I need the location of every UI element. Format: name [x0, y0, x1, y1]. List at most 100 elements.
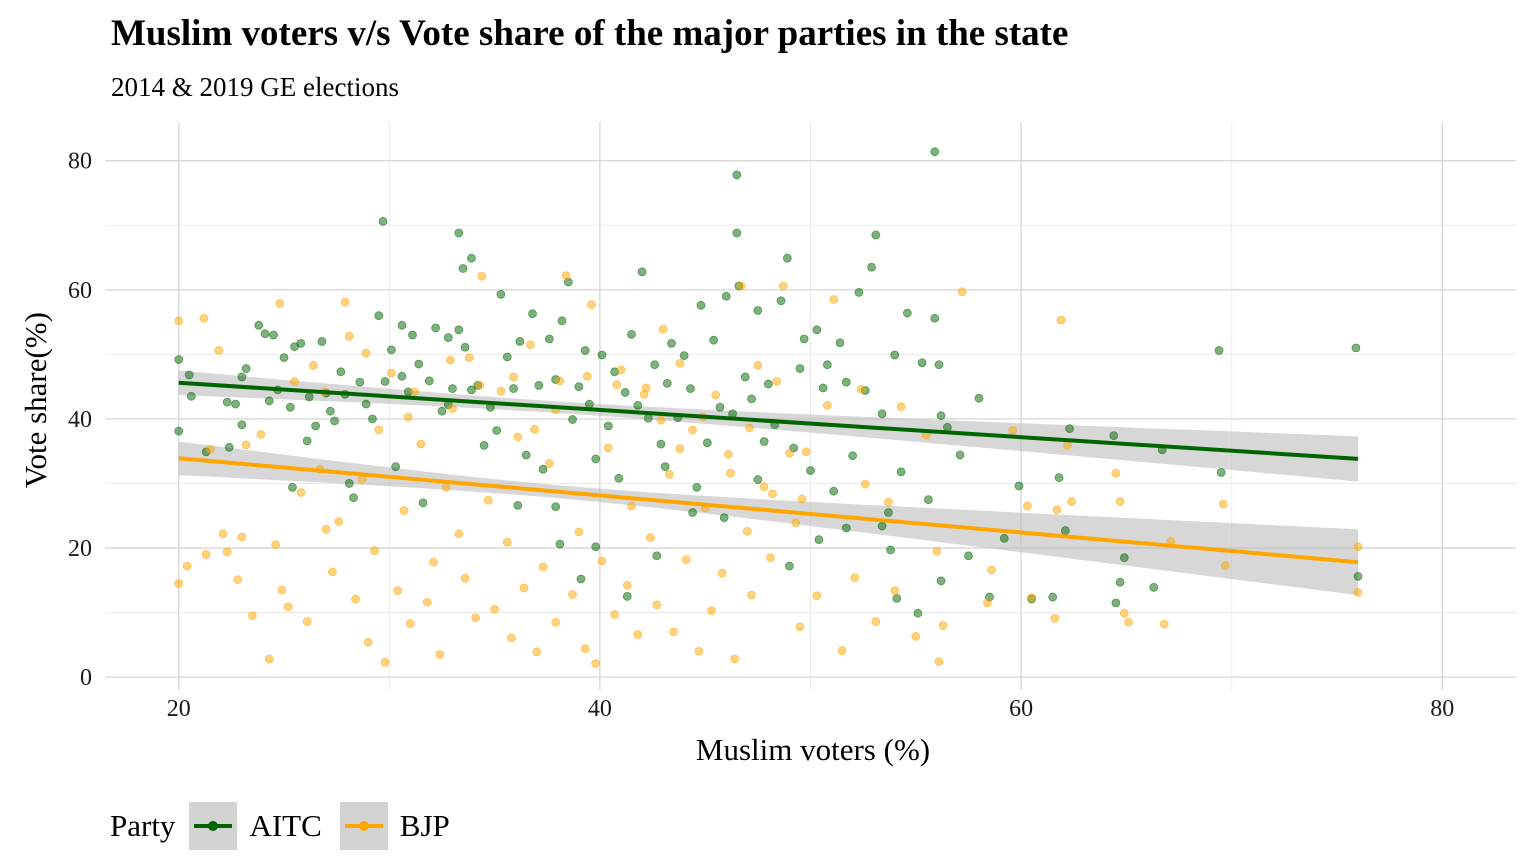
- data-point-aitc: [448, 384, 457, 393]
- data-point-bjp: [574, 527, 584, 537]
- data-point-aitc: [580, 346, 590, 355]
- data-point-aitc: [822, 360, 832, 370]
- data-point-aitc: [311, 421, 320, 431]
- data-point-bjp: [1124, 617, 1133, 627]
- data-point-bjp: [591, 659, 601, 668]
- data-point-bjp: [460, 573, 470, 583]
- data-point-aitc: [355, 377, 365, 387]
- data-point-aitc: [237, 372, 247, 382]
- x-tick-label: 60: [1009, 696, 1033, 722]
- data-point-aitc: [260, 329, 270, 339]
- data-point-bjp: [860, 479, 870, 489]
- data-point-bjp: [271, 540, 280, 550]
- data-point-bjp: [711, 390, 721, 400]
- data-point-aitc: [721, 291, 731, 301]
- data-point-aitc: [650, 360, 660, 370]
- data-point-bjp: [856, 384, 866, 394]
- data-point-aitc: [679, 351, 689, 361]
- y-tick-label: 40: [68, 407, 92, 433]
- data-point-bjp: [277, 585, 287, 595]
- data-point-aitc: [709, 335, 719, 345]
- data-point-aitc: [509, 384, 518, 393]
- data-point-aitc: [443, 333, 453, 342]
- data-point-aitc: [1060, 526, 1070, 535]
- data-point-bjp: [241, 440, 251, 450]
- grid-lines: [105, 122, 1516, 690]
- data-point-bjp: [747, 590, 756, 600]
- data-point-aitc: [896, 467, 906, 477]
- data-point-aitc: [467, 253, 476, 263]
- chart-title: Muslim voters v/s Vote share of the majo…: [111, 13, 1069, 54]
- legend-title: Party: [110, 808, 176, 843]
- data-point-aitc: [936, 576, 946, 586]
- data-point-bjp: [822, 400, 832, 410]
- data-point-bjp: [646, 533, 655, 543]
- data-point-aitc: [662, 379, 672, 388]
- data-point-bjp: [957, 287, 967, 297]
- data-point-aitc: [719, 513, 729, 523]
- legend-item-aitc: AITC: [189, 802, 322, 850]
- data-point-aitc: [325, 406, 335, 416]
- data-point-aitc: [551, 502, 561, 512]
- data-point-aitc: [1048, 592, 1058, 602]
- data-point-aitc: [584, 399, 594, 409]
- data-point-aitc: [740, 372, 750, 382]
- y-axis-title: Vote share(%): [18, 312, 53, 488]
- data-point-aitc: [884, 508, 893, 517]
- data-point-bjp: [233, 575, 243, 585]
- data-point-aitc: [974, 393, 984, 403]
- data-point-bjp: [538, 562, 548, 572]
- data-point-aitc: [1054, 473, 1064, 483]
- data-point-bjp: [1027, 593, 1037, 603]
- data-point-aitc: [374, 311, 384, 321]
- y-tick-label: 80: [68, 149, 92, 175]
- data-point-bjp: [256, 429, 266, 439]
- legend-key-bjp: [339, 802, 388, 850]
- data-point-bjp: [681, 555, 691, 565]
- data-point-aitc: [1014, 481, 1024, 491]
- data-point-aitc: [544, 334, 554, 344]
- data-point-aitc: [378, 216, 388, 226]
- data-point-aitc: [696, 300, 706, 310]
- data-point-aitc: [667, 338, 676, 348]
- data-point-aitc: [387, 345, 396, 355]
- legend-item-bjp: BJP: [339, 802, 450, 850]
- data-point-aitc: [454, 228, 464, 238]
- data-point-bjp: [445, 355, 455, 365]
- data-point-bjp: [361, 348, 371, 358]
- data-point-aitc: [776, 296, 786, 306]
- data-point-aitc: [633, 400, 643, 410]
- data-point-aitc: [231, 399, 240, 409]
- data-point-bjp: [1063, 440, 1072, 450]
- data-point-aitc: [414, 359, 424, 369]
- data-point-aitc: [814, 535, 824, 545]
- data-point-bjp: [555, 376, 565, 386]
- data-point-aitc: [964, 551, 973, 561]
- data-point-bjp: [736, 281, 746, 291]
- data-point-aitc: [557, 316, 567, 326]
- data-point-aitc: [934, 360, 944, 370]
- data-point-bjp: [290, 377, 299, 386]
- data-point-aitc: [304, 392, 314, 402]
- data-point-bjp: [766, 553, 775, 563]
- data-point-bjp: [641, 383, 651, 393]
- data-point-bjp: [597, 556, 607, 566]
- data-point-aitc: [237, 420, 247, 430]
- data-point-aitc: [732, 170, 742, 180]
- data-point-aitc: [829, 486, 839, 496]
- data-point-aitc: [799, 334, 809, 344]
- x-tick-label: 20: [167, 696, 191, 722]
- data-point-bjp: [201, 550, 211, 559]
- data-point-bjp: [441, 482, 451, 492]
- data-point-aitc: [936, 411, 946, 421]
- data-point-bjp: [745, 423, 754, 433]
- data-point-aitc: [643, 413, 653, 423]
- data-point-aitc: [841, 523, 851, 533]
- data-point-bjp: [785, 448, 794, 458]
- data-point-aitc: [437, 406, 447, 416]
- data-point-aitc: [848, 451, 858, 461]
- data-point-aitc: [702, 438, 712, 448]
- data-point-aitc: [924, 495, 933, 504]
- data-point-aitc: [317, 337, 327, 346]
- data-point-aitc: [688, 508, 697, 517]
